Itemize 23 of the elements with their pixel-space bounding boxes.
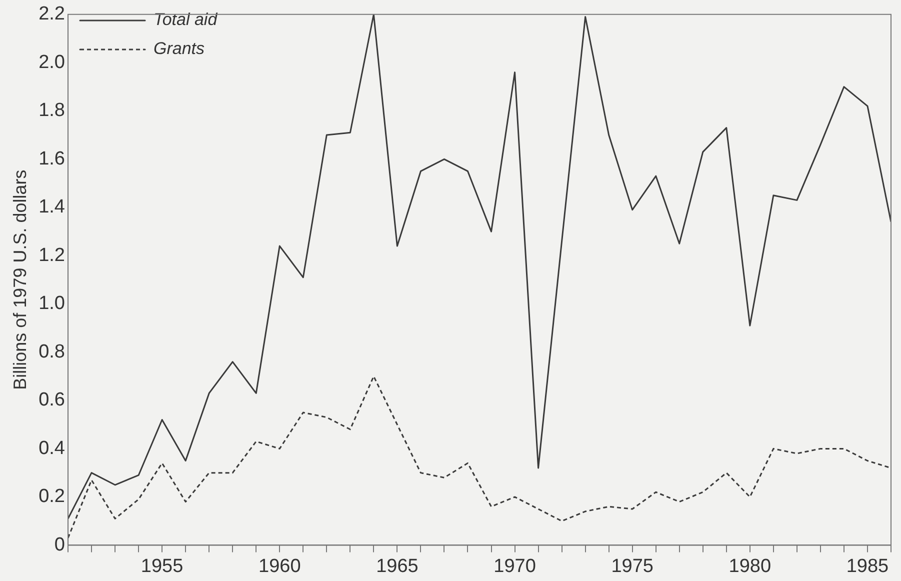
x-tick-label: 1955 [140, 556, 184, 577]
y-axis-title: Billions of 1979 U.S. dollars [10, 170, 30, 390]
y-tick-label: 1.0 [38, 293, 66, 314]
x-tick-label: 1985 [846, 556, 889, 577]
line-series [68, 376, 891, 539]
legend-label: Grants [154, 39, 206, 58]
y-tick-label: 0 [54, 534, 66, 556]
y-tick-label: 2.0 [38, 52, 66, 73]
y-tick-label: 1.8 [38, 100, 66, 122]
x-tick-label: 1970 [494, 556, 536, 577]
y-tick-label: 0.8 [38, 341, 66, 362]
y-tick-label: 2.2 [38, 4, 66, 25]
y-tick-label: 1.4 [38, 196, 66, 218]
x-tick-label: 1960 [258, 556, 301, 577]
y-tick-label: 1.2 [38, 244, 66, 266]
x-tick-label: 1975 [611, 556, 654, 577]
legend-label: Total aid [154, 10, 218, 30]
x-tick-label: 1980 [728, 556, 772, 577]
y-tick-label: 1.6 [38, 148, 66, 170]
y-tick-label: 0.2 [38, 486, 66, 508]
x-tick-label: 1965 [376, 556, 418, 577]
y-tick-label: 0.6 [38, 390, 66, 411]
y-tick-label: 0.4 [38, 438, 66, 459]
